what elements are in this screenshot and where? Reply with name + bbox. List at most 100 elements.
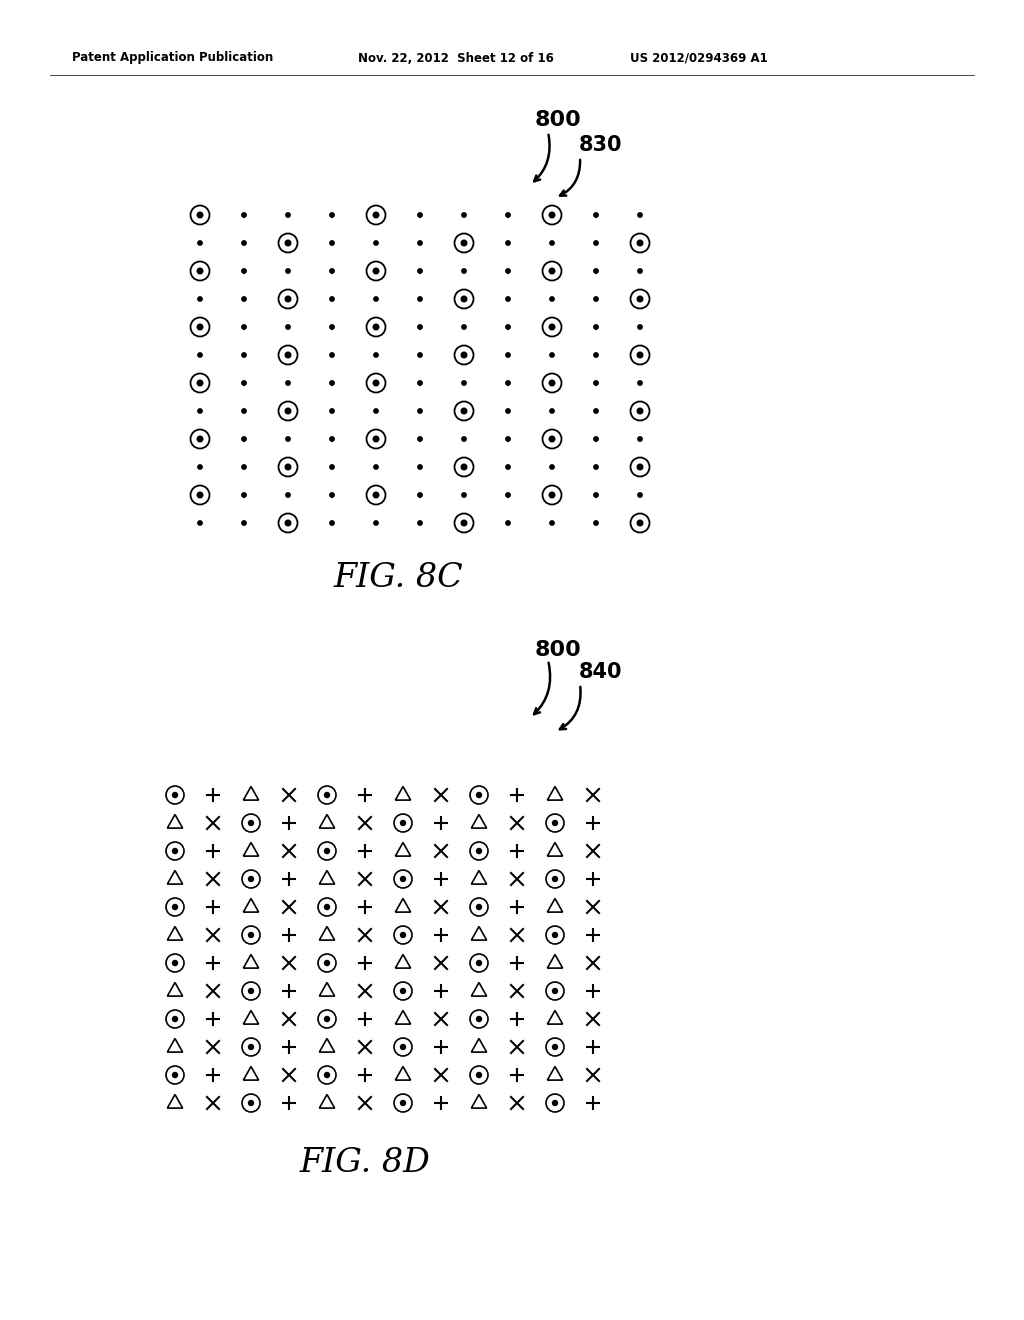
- Text: 800: 800: [535, 110, 582, 129]
- Circle shape: [400, 821, 406, 825]
- Circle shape: [374, 409, 378, 413]
- Circle shape: [172, 1016, 177, 1022]
- Circle shape: [637, 240, 643, 246]
- Circle shape: [286, 296, 291, 302]
- Circle shape: [418, 297, 422, 301]
- Circle shape: [286, 408, 291, 413]
- Circle shape: [198, 352, 202, 358]
- Circle shape: [594, 437, 598, 441]
- Circle shape: [198, 436, 203, 442]
- Circle shape: [242, 352, 246, 358]
- Circle shape: [198, 521, 202, 525]
- Circle shape: [418, 352, 422, 358]
- Circle shape: [374, 297, 378, 301]
- Circle shape: [553, 1044, 557, 1049]
- Circle shape: [550, 297, 554, 301]
- Circle shape: [330, 297, 334, 301]
- Circle shape: [330, 240, 334, 246]
- Circle shape: [330, 409, 334, 413]
- Circle shape: [172, 849, 177, 854]
- Circle shape: [172, 792, 177, 797]
- Circle shape: [374, 465, 378, 469]
- Circle shape: [330, 465, 334, 469]
- Circle shape: [374, 352, 378, 358]
- Circle shape: [242, 492, 246, 498]
- Circle shape: [506, 213, 510, 218]
- Circle shape: [172, 961, 177, 965]
- Circle shape: [330, 492, 334, 498]
- Circle shape: [594, 380, 598, 385]
- Circle shape: [462, 437, 466, 441]
- Circle shape: [286, 269, 290, 273]
- Circle shape: [242, 213, 246, 218]
- Circle shape: [330, 269, 334, 273]
- Circle shape: [242, 240, 246, 246]
- Circle shape: [550, 465, 554, 469]
- Circle shape: [325, 1072, 330, 1077]
- Circle shape: [400, 989, 406, 994]
- Circle shape: [549, 436, 555, 442]
- Circle shape: [325, 792, 330, 797]
- Circle shape: [172, 1072, 177, 1077]
- Circle shape: [242, 409, 246, 413]
- Circle shape: [242, 269, 246, 273]
- Circle shape: [249, 1101, 254, 1106]
- Circle shape: [286, 352, 291, 358]
- Circle shape: [553, 876, 557, 882]
- Circle shape: [286, 213, 290, 218]
- Circle shape: [549, 268, 555, 273]
- Circle shape: [549, 213, 555, 218]
- Circle shape: [198, 325, 203, 330]
- Circle shape: [550, 409, 554, 413]
- Circle shape: [418, 213, 422, 218]
- Text: FIG. 8D: FIG. 8D: [300, 1147, 430, 1179]
- Circle shape: [462, 492, 466, 498]
- Circle shape: [242, 465, 246, 469]
- Circle shape: [476, 904, 481, 909]
- Circle shape: [476, 1072, 481, 1077]
- Circle shape: [198, 268, 203, 273]
- Circle shape: [638, 492, 642, 498]
- Circle shape: [242, 297, 246, 301]
- Circle shape: [400, 1101, 406, 1106]
- Circle shape: [242, 325, 246, 329]
- Circle shape: [637, 408, 643, 413]
- Circle shape: [638, 437, 642, 441]
- Circle shape: [461, 352, 467, 358]
- Circle shape: [638, 213, 642, 218]
- Circle shape: [553, 821, 557, 825]
- Circle shape: [373, 436, 379, 442]
- Circle shape: [462, 213, 466, 218]
- Circle shape: [325, 904, 330, 909]
- Text: US 2012/0294369 A1: US 2012/0294369 A1: [630, 51, 768, 65]
- Circle shape: [638, 325, 642, 329]
- Circle shape: [553, 1101, 557, 1106]
- Circle shape: [198, 492, 203, 498]
- Circle shape: [172, 904, 177, 909]
- Circle shape: [330, 352, 334, 358]
- Circle shape: [286, 465, 291, 470]
- Circle shape: [461, 465, 467, 470]
- Circle shape: [198, 213, 203, 218]
- Circle shape: [594, 213, 598, 218]
- Circle shape: [286, 240, 291, 246]
- Circle shape: [594, 409, 598, 413]
- Circle shape: [637, 296, 643, 302]
- Circle shape: [461, 520, 467, 525]
- Circle shape: [462, 269, 466, 273]
- Circle shape: [198, 297, 202, 301]
- Circle shape: [373, 380, 379, 385]
- Circle shape: [418, 521, 422, 525]
- Circle shape: [506, 269, 510, 273]
- Circle shape: [594, 269, 598, 273]
- Circle shape: [461, 408, 467, 413]
- Circle shape: [330, 380, 334, 385]
- Circle shape: [506, 465, 510, 469]
- Circle shape: [373, 268, 379, 273]
- Circle shape: [550, 521, 554, 525]
- Circle shape: [373, 492, 379, 498]
- Circle shape: [374, 521, 378, 525]
- Circle shape: [637, 520, 643, 525]
- Circle shape: [249, 989, 254, 994]
- Circle shape: [594, 492, 598, 498]
